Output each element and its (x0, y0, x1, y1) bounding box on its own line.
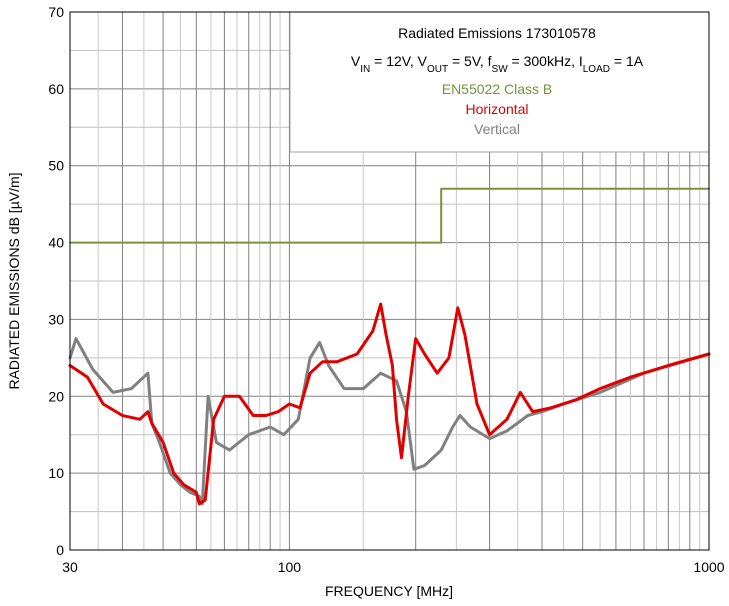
legend-entry-en55022: EN55022 Class B (442, 81, 553, 97)
x-tick-label: 30 (62, 559, 78, 575)
subtitle-subscript: SW (492, 64, 509, 75)
series-layer (68, 187, 711, 506)
x-axis-label: FREQUENCY [MHz] (325, 583, 453, 599)
legend-entry-vertical: Vertical (474, 121, 520, 137)
subtitle-subscript: OUT (427, 64, 448, 75)
y-tick-label: 0 (56, 542, 64, 558)
chart-subtitle: VIN = 12V, VOUT = 5V, fSW = 300kHz, ILOA… (351, 53, 644, 75)
series-horizontal (68, 302, 711, 506)
legend-entry-horizontal: Horizontal (465, 101, 528, 117)
chart-title: Radiated Emissions 173010578 (398, 25, 596, 41)
legend-box (289, 11, 710, 153)
y-tick-label: 10 (48, 465, 64, 481)
plot-frame (69, 11, 710, 551)
subtitle-subscript: IN (360, 64, 370, 75)
y-tick-label: 40 (48, 235, 64, 251)
y-axis-label: RADIATED EMISSIONS dB [µV/m] (6, 172, 22, 389)
y-tick-label: 60 (48, 81, 64, 97)
y-tick-label: 50 (48, 158, 64, 174)
series-vertical (68, 337, 711, 506)
legend: Radiated Emissions 173010578 VIN = 12V, … (289, 11, 710, 153)
subtitle-text: = 1A (610, 53, 644, 69)
y-tick-label: 20 (48, 388, 64, 404)
y-tick-label: 30 (48, 311, 64, 327)
y-tick-label: 70 (48, 4, 64, 20)
tick-labels: 0 10 20 30 40 50 60 70 30 100 1000 (48, 4, 724, 575)
subtitle-text: V (351, 53, 361, 69)
subtitle-subscript: LOAD (583, 64, 610, 75)
x-tick-label: 100 (278, 559, 302, 575)
subtitle-text: = 12V, V (370, 53, 427, 69)
subtitle-text: = 300kHz, I (508, 53, 583, 69)
x-tick-label: 1000 (693, 559, 724, 575)
subtitle-text: = 5V, f (448, 53, 492, 69)
limit-line-en55022 (69, 187, 710, 244)
